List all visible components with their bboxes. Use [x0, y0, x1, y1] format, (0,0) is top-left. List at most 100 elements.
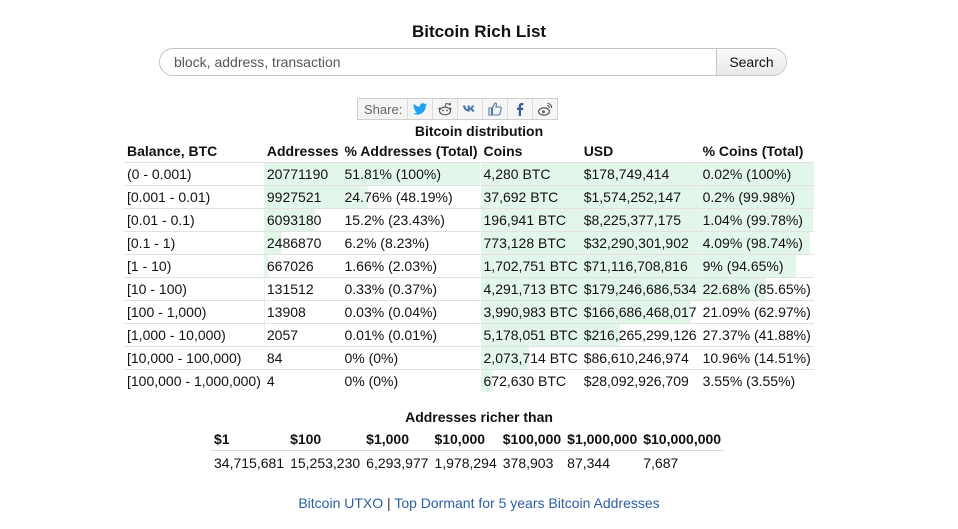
share-facebook-button[interactable]	[507, 99, 532, 119]
richer-value: 7,687	[643, 455, 679, 471]
share-like-button[interactable]	[482, 99, 507, 119]
richer-value: 378,903	[502, 455, 554, 471]
coins-cell: 5,178,051 BTC	[480, 323, 581, 347]
richer-header: $10,000	[431, 428, 500, 451]
coins-cell: 4,280 BTC	[480, 162, 581, 186]
richer-header: $1,000	[363, 428, 432, 451]
distribution-row: [100 - 1,000) 13908 0.03% (0.04%) 3,990,983…	[124, 300, 814, 324]
balance-cell: [10 - 100)	[124, 277, 264, 301]
share-vk-button[interactable]	[457, 99, 482, 119]
pct-coins-cell: 22.68% (85.65%)	[699, 277, 814, 301]
bitcoin-utxo-link[interactable]: Bitcoin UTXO	[298, 495, 384, 511]
addresses-cell: 4	[263, 369, 342, 392]
richer-than-table: $1 $100 $1,000 $10,000 $100,000 $1,000,0…	[211, 428, 725, 476]
richer-than-header-row: $1 $100 $1,000 $10,000 $100,000 $1,000,0…	[211, 428, 725, 451]
coins-cell: 773,128 BTC	[480, 231, 581, 255]
addresses-cell: 131512	[263, 277, 342, 301]
usd-cell: $32,290,301,902	[580, 231, 700, 255]
balance-cell: [100,000 - 1,000,000)	[124, 369, 264, 392]
usd-cell: $8,225,377,175	[580, 208, 700, 232]
balance-cell: [0.01 - 0.1)	[124, 208, 264, 232]
distribution-row: [1 - 10) 667026 1.66% (2.03%) 1,702,751 BTC…	[124, 254, 814, 278]
share-weibo-button[interactable]	[532, 99, 557, 119]
pct-coins-cell: 4.09% (98.74%)	[699, 231, 814, 255]
balance-cell: [0.001 - 0.01)	[124, 185, 264, 209]
pct-coins-cell: 3.55% (3.55%)	[699, 369, 814, 392]
pct-addresses-cell: 0.33% (0.37%)	[341, 277, 481, 301]
usd-cell: $179,246,686,534	[580, 277, 700, 301]
pct-addresses-cell: 6.2% (8.23%)	[341, 231, 481, 255]
coins-cell: 4,291,713 BTC	[480, 277, 581, 301]
distribution-row: [0.1 - 1) 2486870 6.2% (8.23%) 773,128 BTC $…	[124, 231, 814, 255]
balance-cell: [100 - 1,000)	[124, 300, 264, 324]
addresses-cell: 9927521	[263, 185, 342, 209]
richer-header: $1,000,000	[564, 428, 641, 451]
balance-cell: (0 - 0.001)	[124, 162, 264, 186]
col-pct-coins: % Coins (Total)	[702, 143, 804, 159]
richer-header: $1	[211, 428, 288, 451]
distribution-row: [100,000 - 1,000,000) 4 0% (0%) 672,630 BTC…	[124, 369, 814, 392]
usd-cell: $28,092,926,709	[580, 369, 700, 392]
balance-cell: [1 - 10)	[124, 254, 264, 278]
balance-cell: [1,000 - 10,000)	[124, 323, 264, 347]
distribution-row: (0 - 0.001) 20771190 51.81% (100%) 4,280 BT…	[124, 162, 814, 186]
share-label: Share:	[364, 101, 403, 117]
col-balance: Balance, BTC	[127, 143, 218, 159]
balance-cell: [0.1 - 1)	[124, 231, 264, 255]
usd-cell: $166,686,468,017	[580, 300, 700, 324]
pct-coins-cell: 1.04% (99.78%)	[699, 208, 814, 232]
share-twitter-button[interactable]	[407, 99, 432, 119]
pct-addresses-cell: 1.66% (2.03%)	[341, 254, 481, 278]
addresses-cell: 84	[263, 346, 342, 370]
distribution-row: [0.01 - 0.1) 6093180 15.2% (23.43%) 196,941…	[124, 208, 814, 232]
search-input[interactable]	[160, 49, 716, 75]
richer-value: 15,253,230	[290, 455, 361, 471]
richer-than-caption: Addresses richer than	[405, 409, 553, 425]
pct-addresses-cell: 0.01% (0.01%)	[341, 323, 481, 347]
richer-value: 1,978,294	[434, 455, 497, 471]
pct-coins-cell: 27.37% (41.88%)	[699, 323, 814, 347]
distribution-caption: Bitcoin distribution	[414, 123, 544, 139]
coins-cell: 2,073,714 BTC	[480, 346, 581, 370]
addresses-cell: 6093180	[263, 208, 342, 232]
richer-than-values-row: 34,715,681 15,253,230 6,293,977 1,978,29…	[211, 451, 724, 476]
col-pct-addresses: % Addresses (Total)	[344, 143, 478, 159]
weibo-icon	[538, 102, 553, 116]
pct-coins-cell: 9% (94.65%)	[699, 254, 814, 278]
richer-header: $100,000	[499, 428, 565, 451]
thumbs-up-icon	[488, 102, 503, 116]
twitter-icon	[413, 103, 428, 115]
addresses-cell: 2057	[263, 323, 342, 347]
usd-cell: $86,610,246,974	[580, 346, 700, 370]
vk-icon	[463, 105, 475, 112]
usd-cell: $216,265,299,126	[580, 323, 700, 347]
page-title: Bitcoin Rich List	[411, 22, 547, 41]
col-addresses: Addresses	[266, 143, 339, 159]
distribution-row: [10 - 100) 131512 0.33% (0.37%) 4,291,713 B…	[124, 277, 814, 301]
addresses-cell: 13908	[263, 300, 342, 324]
distribution-table: Balance, BTC Addresses % Addresses (Tota…	[124, 140, 814, 392]
usd-cell: $71,116,708,816	[580, 254, 700, 278]
distribution-row: [10,000 - 100,000) 84 0% (0%) 2,073,714 BTC…	[124, 346, 814, 370]
addresses-cell: 667026	[263, 254, 342, 278]
top-dormant-link[interactable]: Top Dormant for 5 years Bitcoin Addresse…	[394, 495, 660, 511]
pct-coins-cell: 0.2% (99.98%)	[699, 185, 814, 209]
search-button[interactable]: Search	[716, 49, 786, 75]
richer-header: $10,000,000	[640, 428, 725, 451]
balance-cell: [10,000 - 100,000)	[124, 346, 264, 370]
pct-addresses-cell: 0% (0%)	[341, 346, 481, 370]
coins-cell: 37,692 BTC	[480, 185, 581, 209]
pct-addresses-cell: 0.03% (0.04%)	[341, 300, 481, 324]
search-bar: Search	[159, 48, 787, 76]
coins-cell: 3,990,983 BTC	[480, 300, 581, 324]
share-reddit-button[interactable]	[432, 99, 457, 119]
distribution-body: (0 - 0.001) 20771190 51.81% (100%) 4,280 BT…	[124, 162, 814, 392]
pct-coins-cell: 0.02% (100%)	[699, 162, 814, 186]
footer-separator: |	[383, 495, 395, 511]
pct-coins-cell: 10.96% (14.51%)	[699, 346, 814, 370]
richer-value: 34,715,681	[214, 455, 285, 471]
distribution-header-row: Balance, BTC Addresses % Addresses (Tota…	[124, 140, 814, 163]
richer-header: $100	[287, 428, 364, 451]
coins-cell: 196,941 BTC	[480, 208, 581, 232]
addresses-cell: 20771190	[263, 162, 342, 186]
